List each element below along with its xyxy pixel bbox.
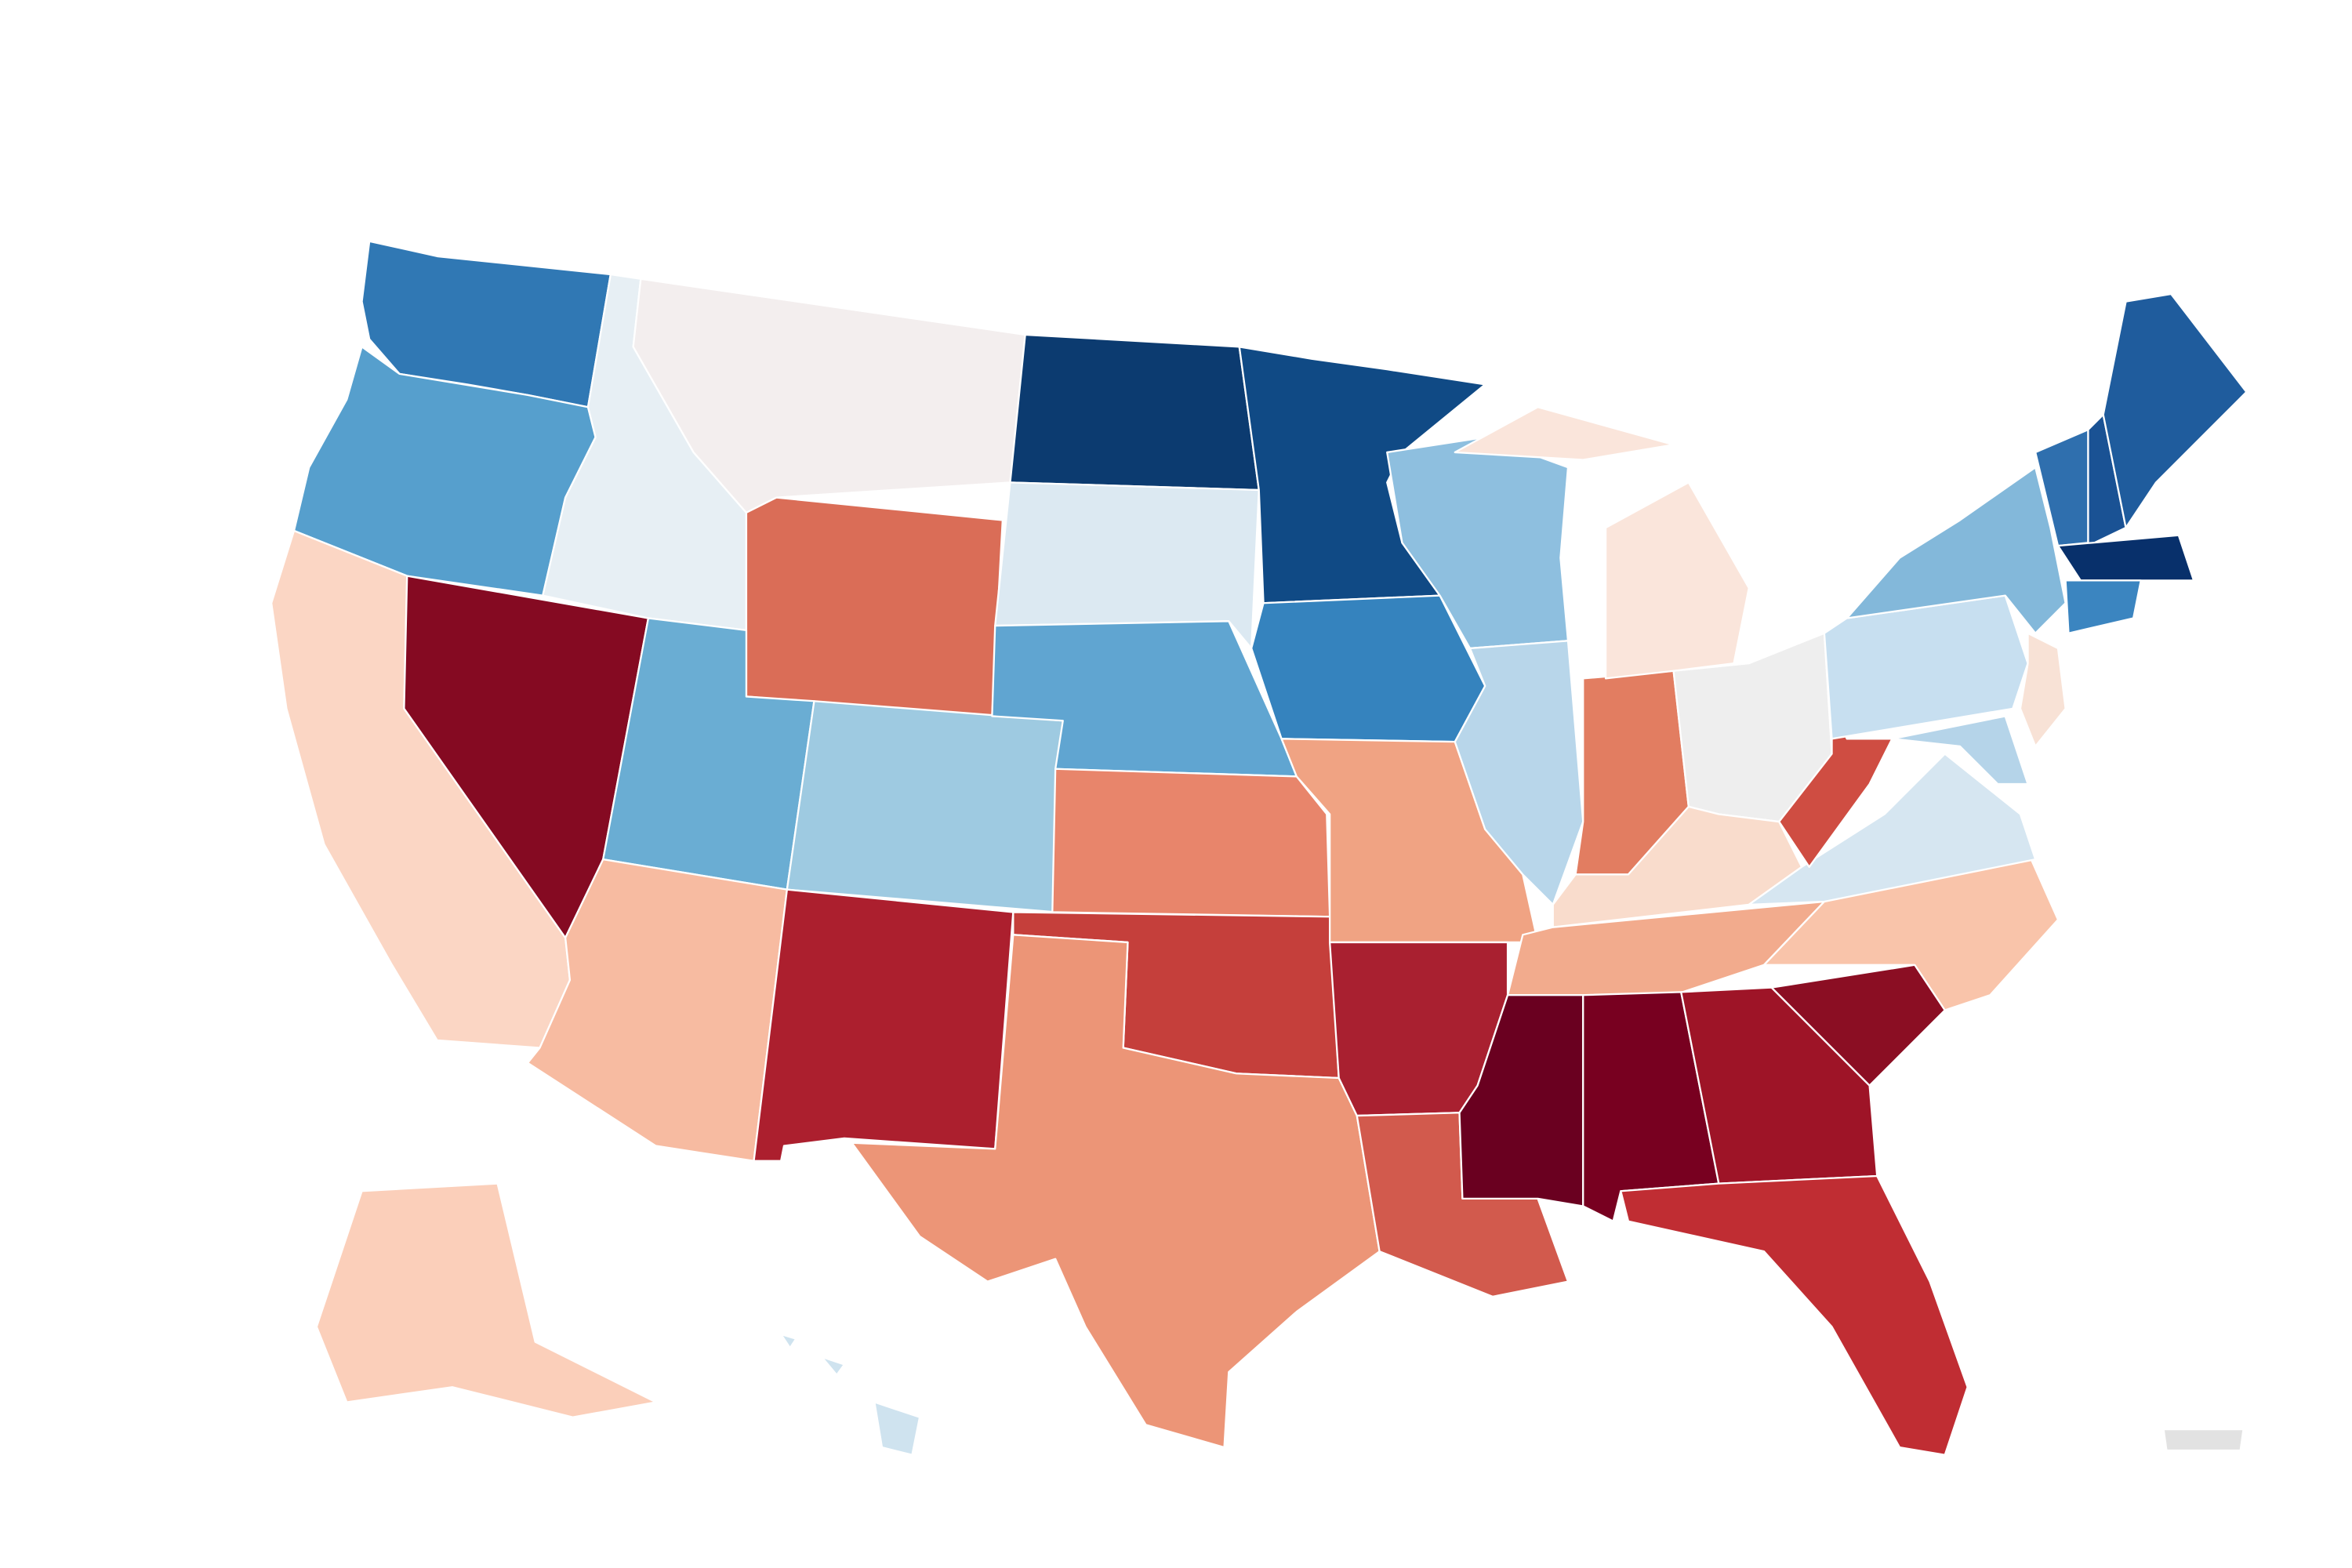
region	[1009, 333, 1260, 492]
region	[1778, 707, 1893, 868]
region	[1454, 406, 1750, 680]
region	[1552, 805, 1803, 928]
region	[2056, 534, 2195, 582]
region	[780, 1333, 921, 1456]
region	[1891, 715, 2029, 786]
region	[2102, 292, 2248, 529]
region	[994, 481, 1260, 650]
region	[1620, 1174, 1969, 1456]
region	[2019, 632, 2067, 748]
region	[753, 888, 1014, 1162]
region	[1680, 986, 1878, 1185]
region	[851, 934, 1381, 1449]
region	[1454, 640, 1584, 906]
region	[1238, 346, 1486, 604]
region	[745, 496, 1004, 717]
region	[786, 700, 1064, 913]
region	[315, 1182, 657, 1418]
region	[1250, 594, 1486, 743]
region	[1458, 994, 1584, 1207]
region	[1051, 768, 1331, 918]
region	[2162, 1428, 2245, 1452]
region	[1846, 466, 2067, 634]
region	[2064, 579, 2142, 634]
